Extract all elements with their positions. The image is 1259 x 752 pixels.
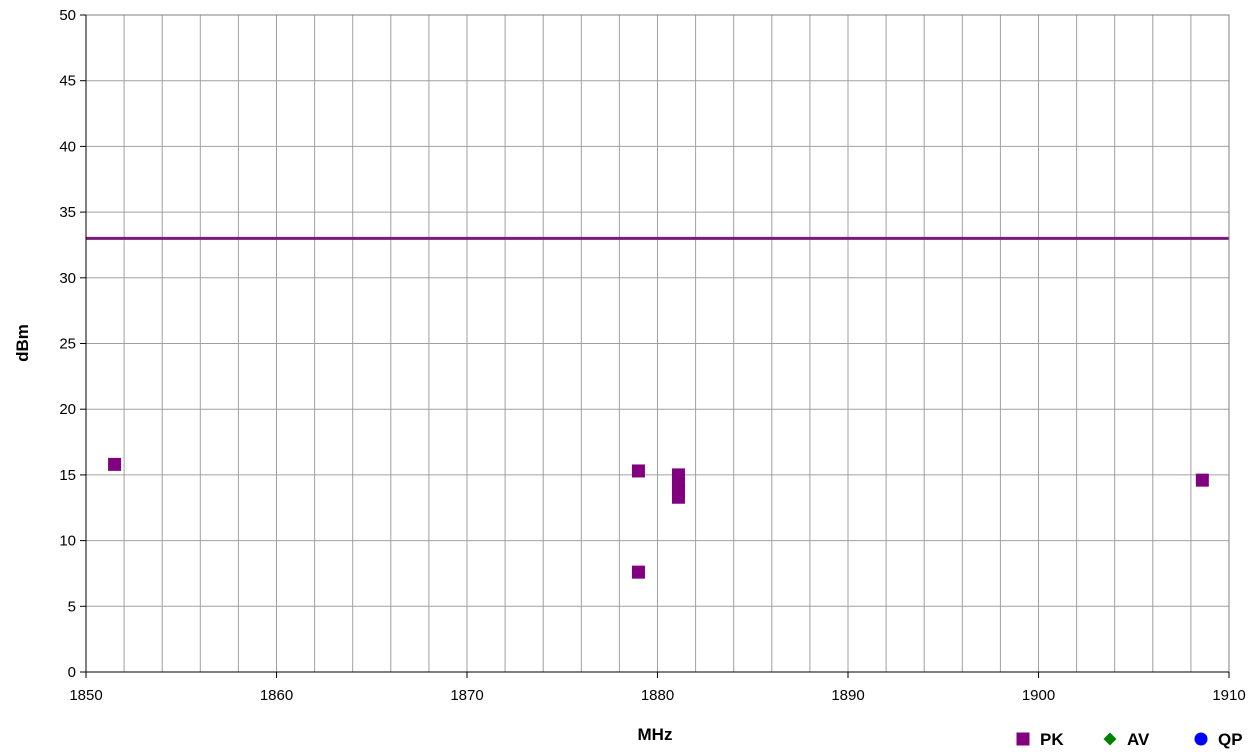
y-tick-label: 10	[59, 533, 76, 550]
data-point-pk	[671, 490, 685, 504]
y-tick-label: 35	[59, 204, 76, 221]
legend-marker-pk	[1016, 732, 1030, 746]
x-tick-label: 1880	[641, 687, 674, 704]
legend-label-av: AV	[1127, 730, 1150, 749]
data-points	[108, 457, 1209, 579]
legend-label-qp: QP	[1218, 730, 1243, 749]
x-tick-label: 1890	[831, 687, 864, 704]
y-tick-label: 50	[59, 7, 76, 24]
y-tick-label: 0	[68, 664, 76, 681]
legend-marker-av	[1103, 732, 1117, 746]
data-point-pk	[631, 464, 645, 478]
y-tick-label: 20	[59, 401, 76, 418]
x-axis-title: MHz	[638, 725, 673, 744]
x-tick-label: 1900	[1022, 687, 1055, 704]
data-point-pk	[1195, 473, 1209, 487]
x-tick-label: 1910	[1212, 687, 1245, 704]
x-tick-label: 1850	[69, 687, 102, 704]
data-point-pk	[108, 457, 122, 471]
x-tick-label: 1860	[260, 687, 293, 704]
tick-labels: 0 5 10 15 20 25 30 35 40 45 50 1850 1860 1870 1880 1890…	[59, 7, 1245, 704]
data-point-pk	[631, 565, 645, 579]
y-tick-label: 5	[68, 598, 76, 615]
y-tick-label: 15	[59, 467, 76, 484]
legend-label-pk: PK	[1040, 730, 1064, 749]
x-tick-label: 1870	[450, 687, 483, 704]
y-tick-label: 45	[59, 73, 76, 90]
y-tick-label: 25	[59, 336, 76, 353]
y-axis-title: dBm	[13, 324, 32, 362]
grid	[86, 14, 1229, 672]
y-tick-label: 30	[59, 270, 76, 287]
legend-marker-qp	[1194, 732, 1208, 746]
y-tick-label: 40	[59, 138, 76, 155]
axes	[80, 14, 1230, 678]
legend: PK AV QP	[1016, 730, 1243, 749]
